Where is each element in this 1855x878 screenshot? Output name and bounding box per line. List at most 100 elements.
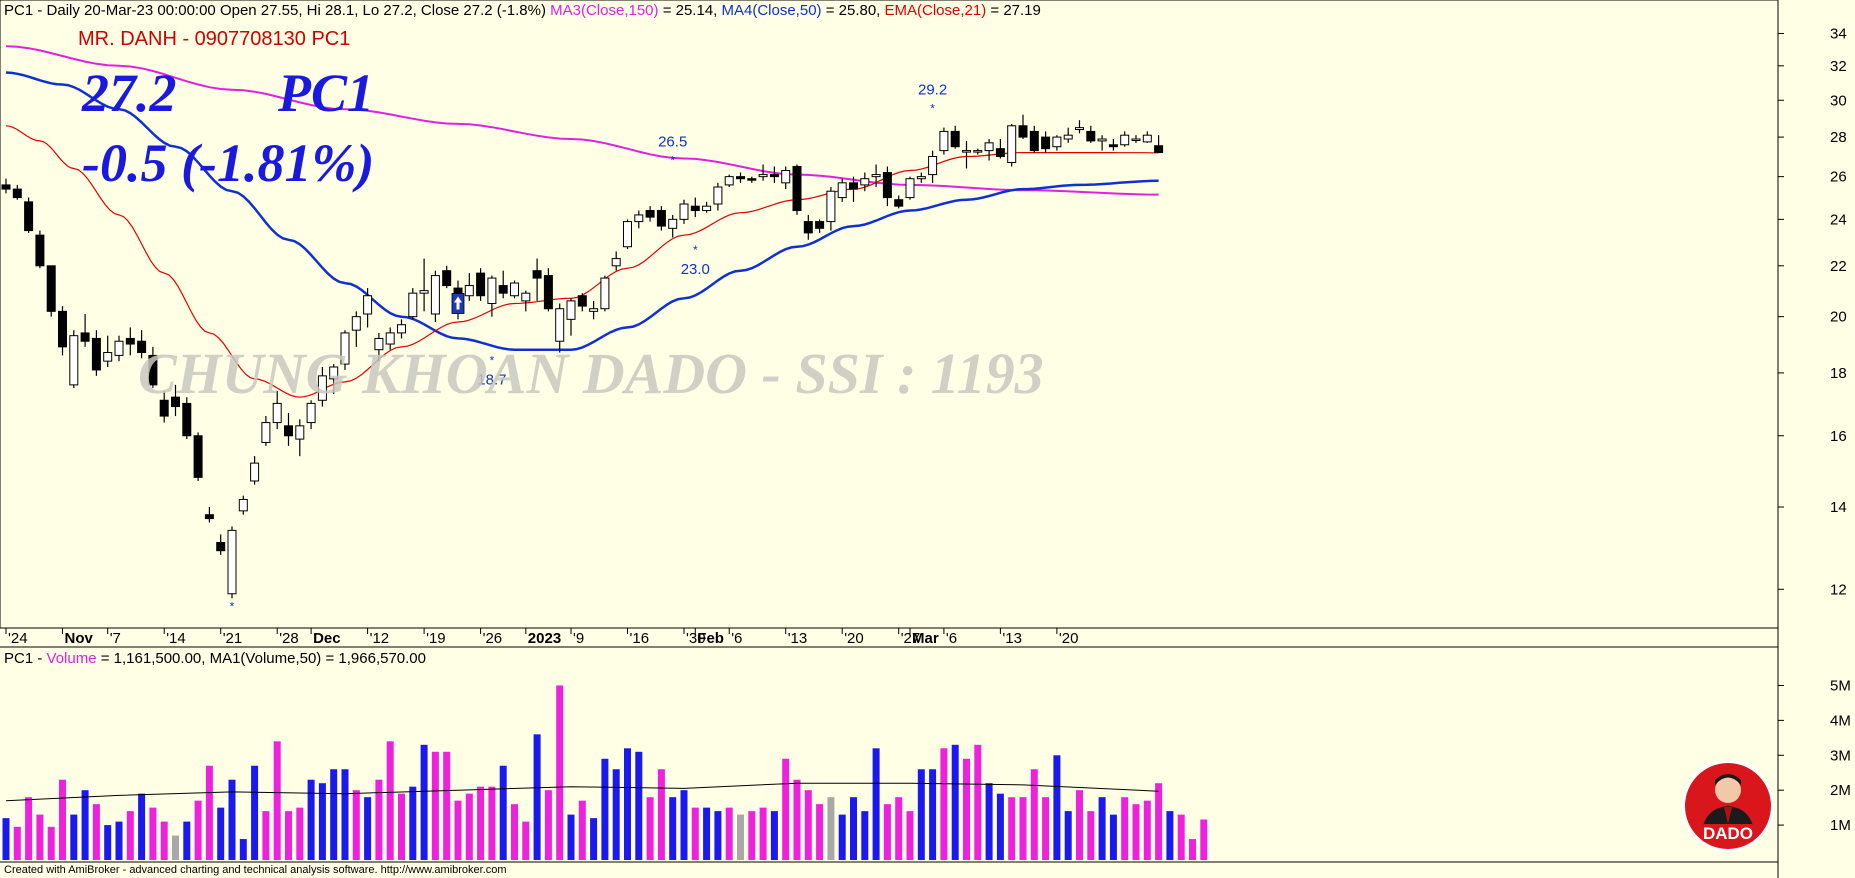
candle-body — [995, 148, 1005, 157]
candle-body — [58, 310, 67, 348]
candle-body — [91, 337, 101, 371]
price-tick-label: 20 — [1830, 309, 1847, 326]
candle-body — [1018, 125, 1028, 138]
pivot-label: 23.0 — [681, 261, 710, 278]
x-tick-label: '13 — [1002, 630, 1022, 647]
candle-body — [589, 308, 599, 312]
candle-body — [803, 221, 813, 234]
candle-body — [1120, 134, 1130, 146]
candle-body — [747, 178, 757, 181]
x-tick-label: '24 — [8, 630, 28, 647]
volume-bar — [172, 835, 179, 860]
x-tick-label: '21 — [223, 630, 243, 647]
x-tick-label: '6 — [731, 630, 742, 647]
volume-bar — [1200, 819, 1208, 860]
candle-body — [24, 201, 34, 232]
candle-body — [623, 221, 632, 248]
candle-body — [962, 150, 971, 153]
ma50-line — [5, 71, 1159, 351]
volume-bar — [895, 797, 903, 860]
candle-body — [1108, 144, 1118, 148]
candle-body — [577, 295, 587, 307]
candle-body — [80, 332, 90, 342]
volume-bar — [443, 751, 451, 860]
volume-bar — [1087, 811, 1095, 860]
x-tick-label: '16 — [630, 630, 650, 647]
x-tick-label: '19 — [426, 630, 446, 647]
volume-bar — [669, 797, 677, 860]
volume-bar — [149, 807, 157, 860]
volume-bar — [578, 800, 586, 860]
price-tick-label: 28 — [1830, 129, 1847, 146]
volume-bar — [375, 779, 383, 860]
volume-bar — [793, 779, 801, 860]
volume-bar — [985, 783, 993, 860]
x-tick-label: '13 — [788, 630, 808, 647]
big-change: -0.5 (-1.81%) — [82, 133, 375, 193]
x-tick-label: '27 — [901, 630, 921, 647]
volume-bar — [974, 744, 982, 860]
volume-bar — [940, 748, 948, 860]
header-ema-value: = 27.19 — [986, 2, 1041, 19]
candle-body — [430, 275, 440, 315]
candle-body — [815, 221, 825, 229]
candle-body — [385, 332, 395, 345]
volume-bar — [522, 821, 530, 860]
dado-logo: DADO — [1682, 760, 1774, 852]
volume-bar — [239, 839, 247, 860]
big-symbol: PC1 — [278, 63, 375, 123]
volume-bar — [160, 821, 168, 860]
pivot-label: 29.2 — [918, 82, 947, 99]
candle-body — [159, 399, 169, 417]
header-symbol: PC1 — [4, 2, 34, 19]
candle-body — [950, 130, 960, 148]
volume-bar — [251, 765, 259, 860]
x-tick-label: Nov — [65, 630, 94, 647]
header-ma150-value: = 25.14, — [658, 2, 722, 19]
volume-bar — [409, 786, 417, 860]
x-tick-label: '6 — [946, 630, 957, 647]
candle-body — [374, 337, 384, 351]
volume-bar — [205, 765, 213, 860]
buy-signal-arrow — [454, 296, 462, 310]
volume-bar — [714, 811, 722, 860]
candle-body — [1086, 130, 1096, 142]
x-tick-label: '30 — [686, 630, 706, 647]
volume-bar — [183, 821, 191, 860]
candle-body — [306, 402, 316, 424]
volume-bar — [1008, 797, 1016, 860]
volume-header-sep: - — [33, 650, 47, 667]
volume-bar — [657, 769, 665, 860]
price-tick-label: 12 — [1830, 581, 1847, 598]
volume-bar — [872, 748, 880, 860]
volume-tick-label: 1M — [1830, 817, 1851, 834]
candle-body — [984, 142, 994, 152]
candle-body — [204, 514, 214, 520]
header-ma150-label: MA3(Close,150) — [550, 2, 659, 19]
candle-body — [1041, 136, 1051, 150]
x-tick-label: '20 — [1059, 630, 1079, 647]
candle-body — [894, 199, 904, 207]
volume-bar — [126, 811, 134, 860]
candle-body — [498, 285, 508, 294]
volume-bar — [330, 769, 338, 860]
candle-body — [916, 176, 926, 180]
volume-bar — [352, 790, 360, 860]
volume-bar — [703, 807, 711, 860]
volume-tick-label: 3M — [1830, 747, 1851, 764]
trader-contact: MR. DANH - 0907708130 PC1 — [78, 28, 351, 50]
volume-bar — [2, 818, 10, 860]
volume-bar — [838, 814, 846, 860]
pivot-star: * — [930, 102, 935, 116]
candle-body — [340, 332, 350, 365]
candle-body — [713, 186, 723, 205]
candle-body — [882, 172, 892, 199]
volume-bar — [1064, 811, 1072, 860]
header-ma50-label: MA4(Close,50) — [721, 2, 822, 19]
candle-body — [1063, 134, 1073, 140]
volume-bar — [194, 800, 202, 860]
candle-body — [1075, 127, 1084, 131]
header-ema-label: EMA(Close,21) — [884, 2, 987, 19]
volume-tick-label: 5M — [1830, 677, 1851, 694]
